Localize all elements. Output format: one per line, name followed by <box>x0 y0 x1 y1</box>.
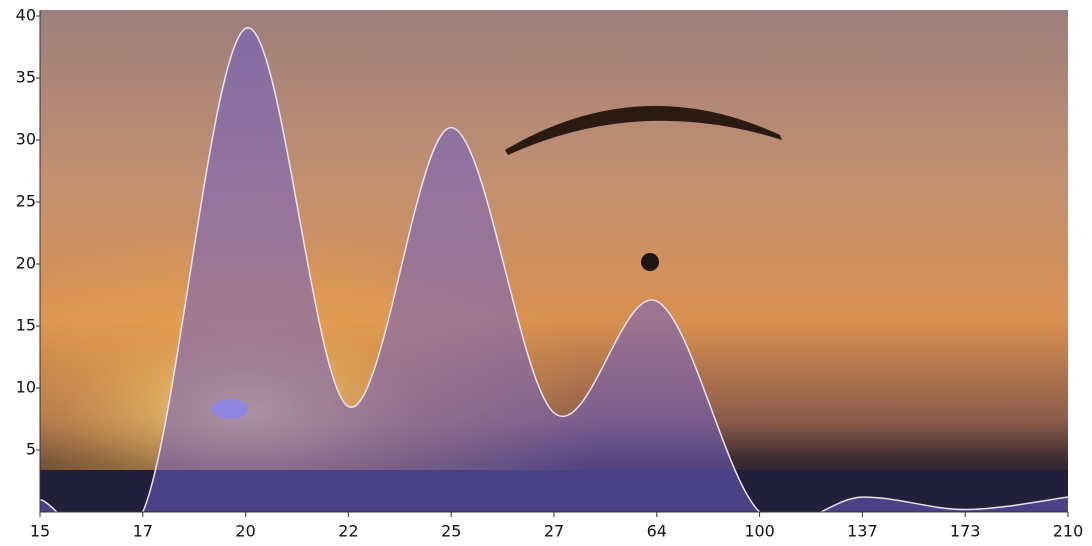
x-tick-label: 100 <box>744 522 775 541</box>
x-tick-label: 22 <box>338 522 358 541</box>
x-tick-label: 64 <box>647 522 667 541</box>
y-tick-label: 20 <box>16 254 36 273</box>
y-tick-label: 15 <box>16 316 36 335</box>
y-tick-label: 10 <box>16 378 36 397</box>
y-tick-label: 5 <box>26 440 36 459</box>
x-tick-label: 17 <box>133 522 153 541</box>
x-tick-label: 137 <box>847 522 878 541</box>
x-tick-label: 210 <box>1053 522 1084 541</box>
x-tick-label: 20 <box>235 522 255 541</box>
plot-area <box>40 27 1068 512</box>
y-tick-label: 25 <box>16 192 36 211</box>
x-tick-label: 15 <box>30 522 50 541</box>
x-tick-label: 27 <box>544 522 564 541</box>
area <box>40 28 1068 512</box>
y-tick-label: 30 <box>16 130 36 149</box>
y-tick-label: 35 <box>16 68 36 87</box>
area-line <box>40 27 1068 512</box>
x-tick-label: 173 <box>950 522 981 541</box>
x-tick-label: 25 <box>441 522 461 541</box>
y-tick-label: 40 <box>16 6 36 25</box>
